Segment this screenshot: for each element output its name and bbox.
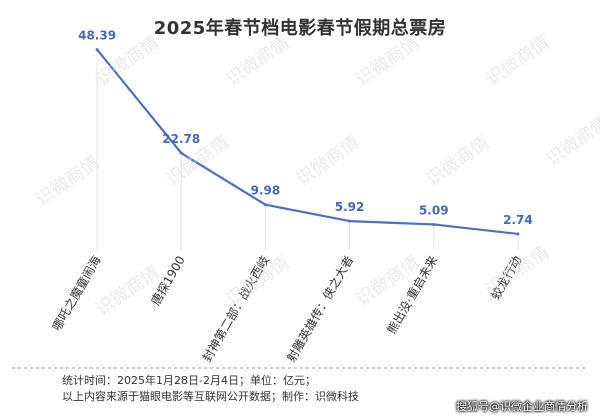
x-tick-label-0: 哪吒之魔童闹海 (49, 253, 104, 333)
data-label-5: 2.74 (503, 213, 533, 227)
footnote-source: 以上内容来源于猫眼电影等互联网公开数据；制作：识微科技 (62, 390, 359, 403)
x-tick-label-1: 唐探1900 (148, 253, 188, 308)
x-tick-label-5: 蛟龙行动 (488, 253, 525, 302)
data-point-4 (432, 222, 436, 226)
data-point-5 (516, 232, 520, 236)
series-line (96, 48, 519, 236)
source-credit: 搜狐号@识微企业商情分析 (456, 400, 588, 413)
x-tick-label-3: 射雕英雄传：侠之大者 (283, 253, 356, 364)
data-label-0: 48.39 (78, 29, 116, 43)
data-point-1 (179, 151, 183, 155)
footnote-period: 统计时间：2025年1月28日-2月4日；单位：亿元； (62, 374, 316, 387)
data-label-3: 5.92 (335, 200, 365, 214)
chart-title: 2025年春节档电影春节假期总票房 (153, 18, 447, 39)
footnotes: 统计时间：2025年1月28日-2月4日；单位：亿元； 以上内容来源于猫眼电影等… (62, 373, 359, 405)
data-point-3 (348, 219, 352, 223)
data-label-1: 22.78 (162, 132, 200, 146)
data-point-0 (95, 48, 99, 52)
x-tick-label-2: 封神第二部：战火西岐 (199, 253, 272, 364)
x-tick-label-4: 熊出没·重启未来 (383, 253, 440, 337)
data-label-4: 5.09 (419, 203, 449, 217)
data-point-2 (263, 203, 267, 207)
data-label-2: 9.98 (251, 184, 281, 198)
